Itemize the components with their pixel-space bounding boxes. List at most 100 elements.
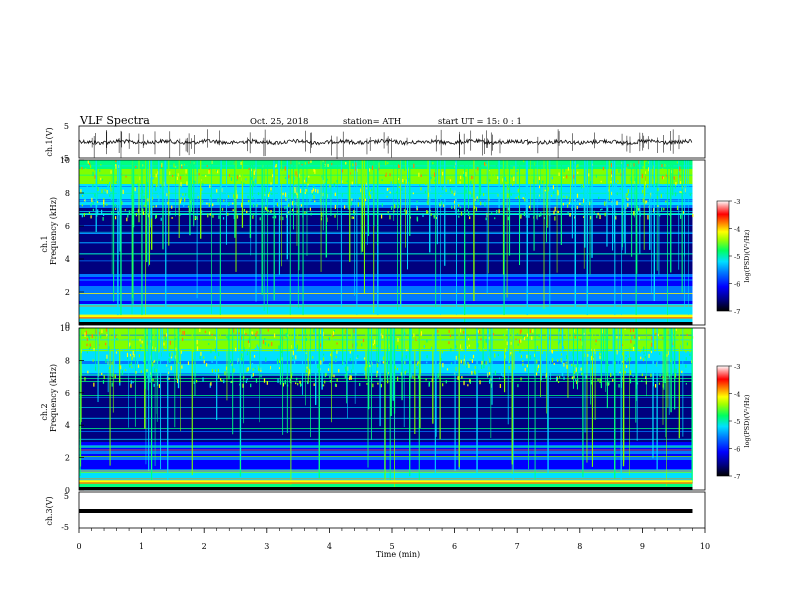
noise-speckle xyxy=(240,341,243,346)
noise-speckle xyxy=(483,193,485,196)
noise-speckle xyxy=(279,350,281,355)
noise-speckle xyxy=(192,164,194,169)
noise-speckle xyxy=(325,373,327,376)
noise-speckle xyxy=(304,211,306,214)
noise-speckle xyxy=(581,372,583,376)
ch3-waveform-ylabel: ch.3(V) xyxy=(45,496,54,525)
colorbar-tick-label: -3 xyxy=(734,198,740,206)
noise-speckle xyxy=(476,196,478,200)
noise-speckle xyxy=(260,375,262,378)
noise-speckle xyxy=(314,169,316,174)
noise-speckle xyxy=(576,205,578,210)
noise-speckle xyxy=(497,353,499,357)
noise-speckle xyxy=(171,217,173,219)
noise-speckle xyxy=(272,216,274,219)
noise-speckle xyxy=(257,192,260,196)
noise-speckle xyxy=(305,352,307,355)
noise-speckle xyxy=(131,366,133,369)
noise-speckle xyxy=(571,376,573,380)
noise-speckle xyxy=(327,163,329,168)
noise-speckle xyxy=(474,371,476,375)
noise-speckle xyxy=(642,198,644,203)
noise-speckle xyxy=(375,328,377,331)
noise-speckle xyxy=(459,206,462,209)
noise-speckle xyxy=(642,166,644,169)
noise-speckle xyxy=(192,359,194,362)
noise-speckle xyxy=(201,200,204,203)
noise-speckle xyxy=(507,207,510,211)
noise-speckle xyxy=(312,359,314,362)
noise-speckle xyxy=(86,343,88,347)
noise-speckle xyxy=(528,215,530,218)
noise-speckle xyxy=(252,373,254,377)
noise-speckle xyxy=(349,351,351,354)
noise-speckle xyxy=(672,345,674,348)
noise-speckle xyxy=(664,191,666,196)
spectrogram-band xyxy=(79,343,693,347)
noise-speckle xyxy=(621,352,623,356)
noise-speckle xyxy=(215,337,217,341)
noise-speckle xyxy=(254,367,256,370)
noise-speckle xyxy=(606,207,609,212)
noise-speckle xyxy=(675,333,677,338)
noise-speckle xyxy=(91,334,93,338)
noise-speckle xyxy=(187,205,190,208)
noise-speckle xyxy=(447,179,449,184)
noise-speckle xyxy=(267,209,269,213)
time-tick-label: 4 xyxy=(327,542,332,551)
noise-speckle xyxy=(597,378,599,382)
noise-speckle xyxy=(108,346,110,351)
noise-speckle xyxy=(641,173,643,179)
noise-speckle xyxy=(507,193,509,198)
noise-speckle xyxy=(385,362,388,365)
noise-speckle xyxy=(341,169,343,173)
noise-speckle xyxy=(543,192,546,196)
noise-speckle xyxy=(169,171,171,175)
noise-speckle xyxy=(415,335,418,340)
noise-speckle xyxy=(692,213,694,217)
noise-speckle xyxy=(397,177,399,180)
start-time-label: start UT = 15: 0 : 1 xyxy=(438,117,522,127)
noise-speckle xyxy=(689,350,691,353)
noise-speckle xyxy=(328,338,330,340)
noise-speckle xyxy=(152,378,154,382)
noise-speckle xyxy=(236,178,238,182)
spectrogram-band xyxy=(79,310,693,314)
noise-speckle xyxy=(336,350,338,354)
spectrogram-band xyxy=(79,463,693,467)
noise-speckle xyxy=(172,162,174,165)
noise-speckle xyxy=(627,197,629,201)
noise-speckle xyxy=(335,383,337,387)
noise-speckle xyxy=(92,171,94,177)
noise-speckle xyxy=(599,378,601,383)
time-tick-label: 8 xyxy=(577,542,582,551)
spectrogram-band xyxy=(79,283,693,287)
noise-speckle xyxy=(575,367,577,372)
noise-speckle xyxy=(411,160,413,164)
noise-speckle xyxy=(608,380,610,386)
time-tick-label: 1 xyxy=(139,542,144,551)
noise-speckle xyxy=(151,196,154,200)
noise-speckle xyxy=(214,371,216,374)
noise-speckle xyxy=(253,171,256,175)
noise-speckle xyxy=(557,359,559,362)
noise-speckle xyxy=(179,329,181,333)
noise-speckle xyxy=(626,197,628,200)
noise-speckle xyxy=(290,374,293,379)
noise-speckle xyxy=(132,381,134,384)
noise-speckle xyxy=(180,350,182,354)
noise-speckle xyxy=(488,169,490,171)
noise-speckle xyxy=(636,211,639,215)
noise-speckle xyxy=(160,217,162,221)
noise-speckle xyxy=(166,193,168,197)
noise-speckle xyxy=(573,329,575,333)
noise-speckle xyxy=(517,331,519,334)
noise-speckle xyxy=(125,175,127,178)
noise-speckle xyxy=(372,343,375,346)
noise-speckle xyxy=(202,182,204,186)
noise-speckle xyxy=(643,346,645,351)
noise-speckle xyxy=(86,338,89,341)
time-tick-label: 10 xyxy=(700,542,710,551)
noise-speckle xyxy=(441,350,443,354)
noise-speckle xyxy=(269,366,271,370)
